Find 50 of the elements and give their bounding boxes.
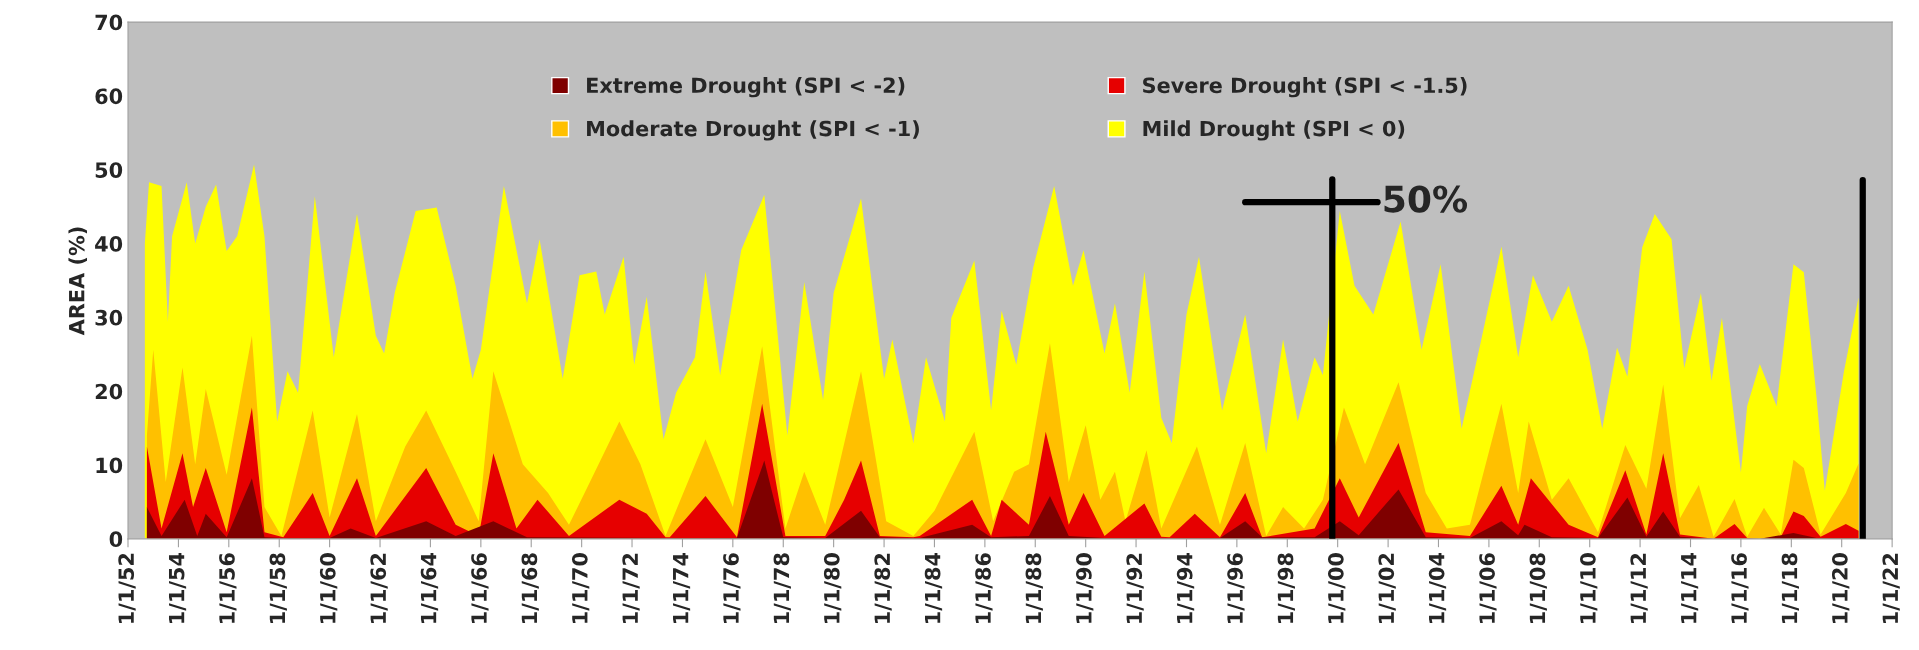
x-tick-label: 1/1/80 — [823, 553, 842, 623]
x-tick-label: 1/1/54 — [168, 553, 187, 623]
x-tick-label: 1/1/84 — [924, 553, 943, 623]
y-tick-label: 20 — [95, 383, 123, 400]
x-tick-label: 1/1/08 — [1529, 553, 1547, 623]
x-tick-label: 1/1/00 — [1327, 553, 1346, 623]
x-tick-label: 1/1/22 — [1882, 553, 1900, 623]
annotation: 50% — [1384, 185, 1468, 213]
y-tick-label: 50 — [95, 162, 123, 178]
legend-label: Moderate Drought (SPI < -1) — [587, 120, 919, 141]
x-tick-label: 1/1/72 — [622, 553, 640, 623]
x-tick-label: 1/1/60 — [319, 553, 338, 623]
y-tick-label: 70 — [95, 14, 123, 31]
x-tick-label: 1/1/92 — [1126, 553, 1144, 623]
legend-label: Severe Drought (SPI < -1.5) — [1143, 77, 1467, 98]
x-tick-label: 1/1/66 — [471, 553, 489, 623]
x-tick-label: 1/1/88 — [1025, 553, 1043, 623]
x-tick-label: 1/1/10 — [1580, 553, 1598, 623]
y-tick-label: 0 — [109, 531, 123, 548]
x-tick-label: 1/1/64 — [420, 553, 439, 623]
y-tick-label: 10 — [96, 457, 123, 474]
y-tick-label: 60 — [95, 88, 123, 105]
x-tick-label: 1/1/82 — [874, 553, 892, 623]
x-tick-label: 1/1/74 — [673, 553, 691, 623]
x-tick-label: 1/1/56 — [219, 553, 237, 623]
x-tick-label: 1/1/16 — [1731, 553, 1749, 623]
x-tick-label: 1/1/76 — [723, 553, 741, 623]
x-tick-label: 1/1/06 — [1479, 553, 1497, 623]
x-tick-label: 1/1/18 — [1781, 553, 1800, 623]
x-tick-label: 1/1/96 — [1227, 553, 1245, 623]
x-tick-label: 1/1/62 — [370, 553, 388, 623]
x-tick-label: 1/1/90 — [1075, 553, 1094, 623]
x-tick-label: 1/1/94 — [1176, 553, 1195, 623]
y-tick-label: 30 — [95, 309, 123, 326]
x-tick-label: 1/1/98 — [1277, 553, 1295, 623]
x-tick-label: 1/1/86 — [975, 553, 993, 623]
y-tick-label: 40 — [95, 236, 123, 252]
y-axis-title: AREA (%) — [68, 227, 87, 336]
legend-label: Mild Drought (SPI < 0) — [1143, 120, 1405, 141]
x-tick-label: 1/1/70 — [571, 553, 590, 623]
x-tick-label: 1/1/12 — [1630, 553, 1648, 623]
x-tick-label: 1/1/02 — [1378, 553, 1396, 623]
x-tick-label: 1/1/68 — [521, 553, 539, 623]
x-tick-label: 1/1/14 — [1681, 553, 1699, 623]
x-tick-label: 1/1/52 — [118, 553, 136, 623]
x-tick-label: 1/1/58 — [269, 553, 287, 623]
x-tick-label: 1/1/20 — [1831, 553, 1850, 623]
x-tick-label: 1/1/04 — [1428, 553, 1447, 623]
x-tick-label: 1/1/78 — [773, 553, 791, 623]
legend-label: Extreme Drought (SPI < -2) — [587, 77, 905, 98]
